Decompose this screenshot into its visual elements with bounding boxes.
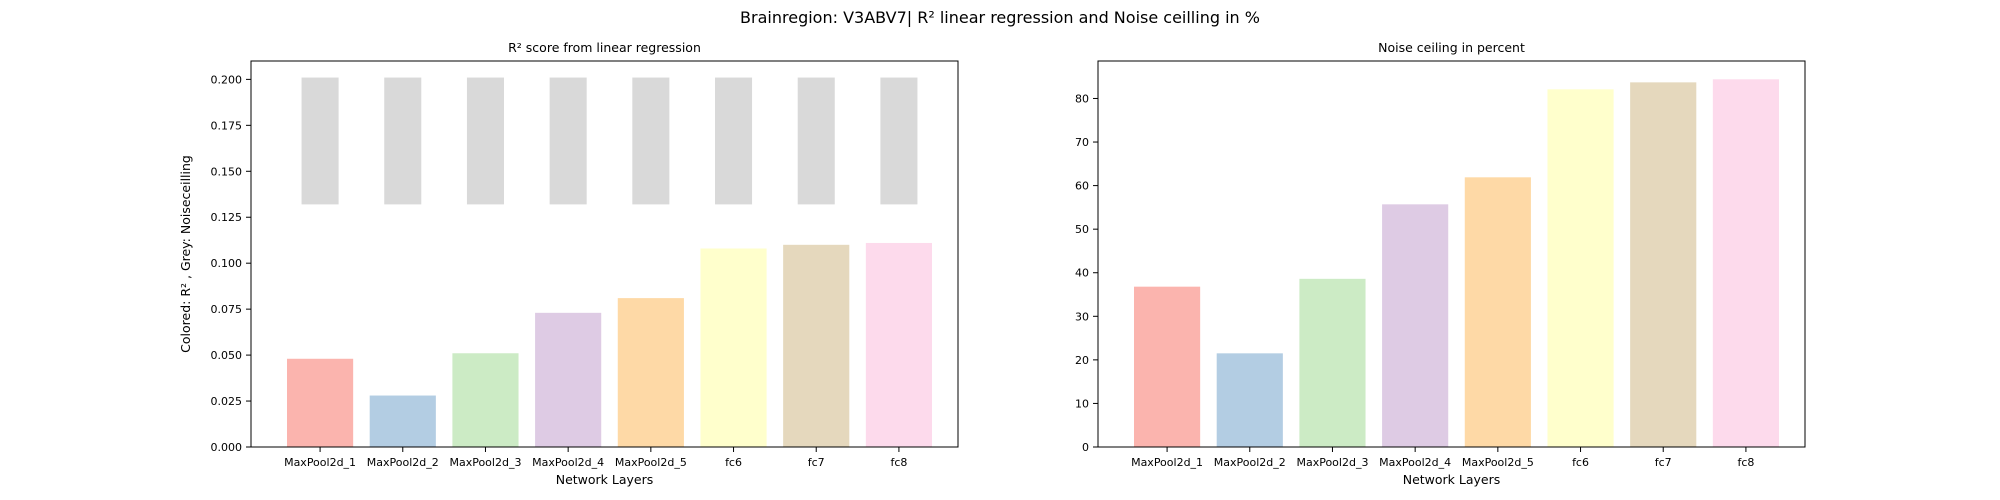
noise-ceiling-bar-fc7 bbox=[797, 77, 835, 205]
x-tick-label-MaxPool2d_2: MaxPool2d_2 bbox=[367, 456, 439, 469]
x-tick-label-fc6: fc6 bbox=[1572, 456, 1589, 469]
y-tick-label: 0.150 bbox=[211, 165, 243, 178]
y-tick-label: 0.075 bbox=[211, 303, 243, 316]
y-tick-label: 70 bbox=[1075, 136, 1089, 149]
bar-MaxPool2d_5 bbox=[1464, 177, 1531, 447]
y-tick-label: 0.050 bbox=[211, 349, 243, 362]
noise-ceiling-bar-MaxPool2d_1 bbox=[301, 77, 339, 205]
bar-MaxPool2d_1 bbox=[1134, 286, 1201, 447]
x-tick-label-MaxPool2d_4: MaxPool2d_4 bbox=[532, 456, 604, 469]
y-tick-label: 10 bbox=[1075, 397, 1089, 410]
noise-ceiling-bar-MaxPool2d_2 bbox=[384, 77, 422, 205]
x-tick-label-MaxPool2d_3: MaxPool2d_3 bbox=[1296, 456, 1368, 469]
bar-MaxPool2d_5 bbox=[617, 298, 684, 447]
y-tick-label: 80 bbox=[1075, 92, 1089, 105]
x-tick-label-fc7: fc7 bbox=[808, 456, 825, 469]
x-axis-label: Network Layers bbox=[1403, 472, 1501, 487]
x-axis-label: Network Layers bbox=[556, 472, 654, 487]
x-tick-label-MaxPool2d_4: MaxPool2d_4 bbox=[1379, 456, 1451, 469]
y-tick-label: 0.175 bbox=[211, 119, 243, 132]
bar-MaxPool2d_2 bbox=[369, 395, 436, 447]
bar-fc8 bbox=[1712, 79, 1779, 447]
x-tick-label-MaxPool2d_2: MaxPool2d_2 bbox=[1214, 456, 1286, 469]
y-tick-label: 20 bbox=[1075, 354, 1089, 367]
figure-suptitle: Brainregion: V3ABV7| R² linear regressio… bbox=[740, 8, 1260, 27]
bar-fc7 bbox=[1630, 82, 1697, 448]
bar-MaxPool2d_4 bbox=[1382, 204, 1449, 447]
y-tick-label: 0 bbox=[1082, 441, 1089, 454]
bar-MaxPool2d_2 bbox=[1216, 353, 1283, 447]
axes-frame bbox=[1097, 60, 1806, 448]
y-tick-label: 0.100 bbox=[211, 257, 243, 270]
y-tick-label: 30 bbox=[1075, 310, 1089, 323]
x-tick-label-MaxPool2d_3: MaxPool2d_3 bbox=[449, 456, 521, 469]
r2-panel: 0.000 0.025 0.050 0.075 0.100 0.125 0.150 0.175… bbox=[178, 40, 959, 487]
noise-ceiling-bar-fc6 bbox=[715, 77, 753, 205]
axes-frame bbox=[250, 60, 959, 448]
y-tick-label: 0.200 bbox=[211, 73, 243, 86]
bar-fc6 bbox=[700, 248, 767, 447]
noise-ceiling-panel: 0 10 20 30 40 50 60 70 80 MaxPool2d_1 MaxPool2d_2 M… bbox=[1075, 40, 1806, 487]
x-tick-label-fc8: fc8 bbox=[890, 456, 907, 469]
y-axis-label: Colored: R² , Grey: Noiseceilling bbox=[178, 155, 193, 353]
bar-MaxPool2d_1 bbox=[287, 358, 354, 447]
x-tick-label-fc8: fc8 bbox=[1737, 456, 1754, 469]
y-tick-label: 0.000 bbox=[211, 441, 243, 454]
y-tick-label: 0.125 bbox=[211, 211, 243, 224]
x-tick-label-MaxPool2d_1: MaxPool2d_1 bbox=[1131, 456, 1203, 469]
y-tick-label: 60 bbox=[1075, 180, 1089, 193]
x-tick-label-MaxPool2d_5: MaxPool2d_5 bbox=[615, 456, 687, 469]
panel-title: R² score from linear regression bbox=[508, 40, 701, 55]
bar-MaxPool2d_3 bbox=[452, 353, 519, 447]
bar-fc8 bbox=[865, 242, 932, 447]
x-tick-label-fc7: fc7 bbox=[1655, 456, 1672, 469]
bar-MaxPool2d_4 bbox=[535, 312, 602, 447]
bar-fc6 bbox=[1547, 89, 1614, 447]
x-tick-label-MaxPool2d_5: MaxPool2d_5 bbox=[1462, 456, 1534, 469]
panel-title: Noise ceiling in percent bbox=[1378, 40, 1525, 55]
x-tick-label-MaxPool2d_1: MaxPool2d_1 bbox=[284, 456, 356, 469]
bar-MaxPool2d_3 bbox=[1299, 278, 1366, 447]
x-tick-label-fc6: fc6 bbox=[725, 456, 742, 469]
y-tick-label: 50 bbox=[1075, 223, 1089, 236]
noise-ceiling-bar-MaxPool2d_5 bbox=[632, 77, 670, 205]
noise-ceiling-bar-MaxPool2d_4 bbox=[549, 77, 587, 205]
noise-ceiling-bar-MaxPool2d_3 bbox=[466, 77, 504, 205]
noise-ceiling-bar-fc8 bbox=[880, 77, 918, 205]
bar-fc7 bbox=[783, 244, 850, 447]
y-tick-label: 0.025 bbox=[211, 395, 243, 408]
y-tick-label: 40 bbox=[1075, 267, 1089, 280]
